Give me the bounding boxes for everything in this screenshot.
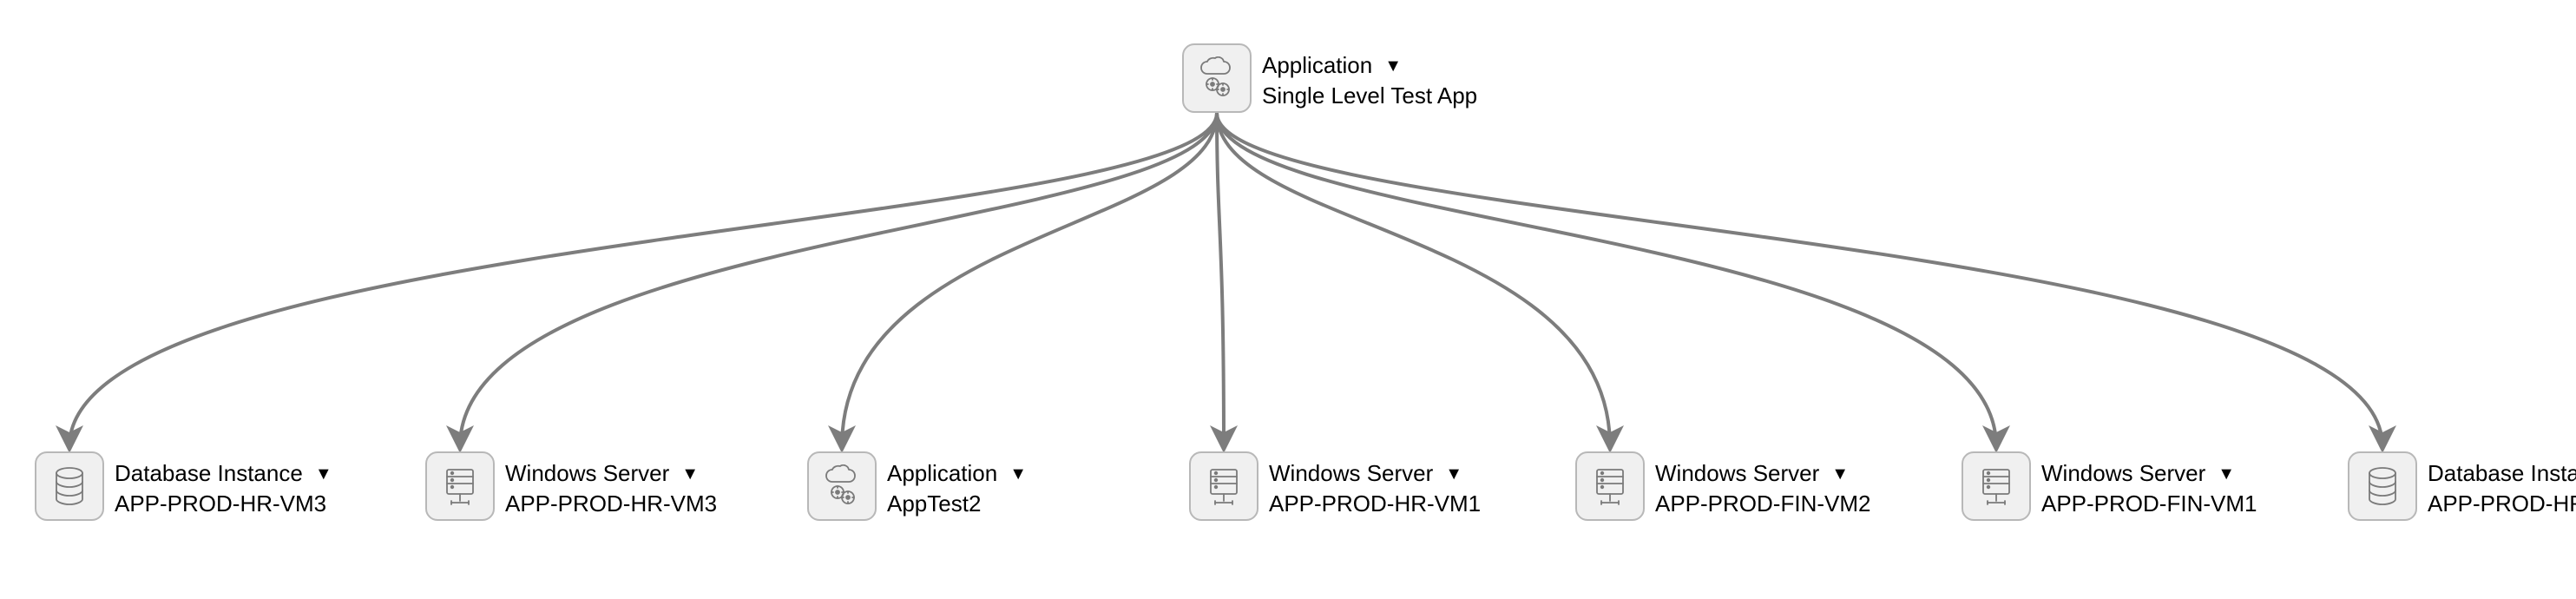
node-type-label: Application [1262, 52, 1372, 79]
dropdown-icon[interactable]: ▼ [1384, 57, 1402, 75]
node-name-label: APP-PROD-HR-VM1 [1269, 490, 1481, 517]
dropdown-icon[interactable]: ▼ [1445, 465, 1462, 483]
edge [1217, 113, 1610, 446]
dropdown-icon[interactable]: ▼ [1831, 465, 1849, 483]
root-labels: Application ▼ Single Level Test App [1262, 43, 1477, 109]
node-name-label: APP-PROD-FIN-VM2 [1655, 490, 1870, 517]
child-labels: Database Instance ▼ APP-PROD-HR-VM3 [115, 451, 332, 517]
node-name-label: APP-PROD-HR-VM1 [2428, 490, 2576, 517]
child-node[interactable]: Application ▼ AppTest2 [807, 451, 1027, 521]
node-type-label: Windows Server [1655, 460, 1819, 487]
node-type-label: Database Instance [2428, 460, 2576, 487]
child-node[interactable]: Windows Server ▼ APP-PROD-HR-VM1 [1189, 451, 1481, 521]
child-node[interactable]: Database Instance ▼ APP-PROD-HR-VM3 [35, 451, 332, 521]
edge [1217, 113, 1996, 446]
child-node[interactable]: Database Instance ▼ APP-PROD-HR-VM1 [2348, 451, 2576, 521]
node-type-label: Application [887, 460, 997, 487]
node-type-label: Windows Server [2041, 460, 2205, 487]
child-node[interactable]: Windows Server ▼ APP-PROD-HR-VM3 [425, 451, 717, 521]
dropdown-icon[interactable]: ▼ [315, 465, 332, 483]
application-icon [807, 451, 877, 521]
server-icon [1189, 451, 1258, 521]
edge [842, 113, 1217, 446]
child-labels: Windows Server ▼ APP-PROD-FIN-VM1 [2041, 451, 2257, 517]
child-labels: Application ▼ AppTest2 [887, 451, 1027, 517]
database-icon [35, 451, 104, 521]
node-name-label: APP-PROD-FIN-VM1 [2041, 490, 2257, 517]
child-node[interactable]: Windows Server ▼ APP-PROD-FIN-VM1 [1962, 451, 2257, 521]
child-labels: Windows Server ▼ APP-PROD-HR-VM1 [1269, 451, 1481, 517]
server-icon [425, 451, 495, 521]
node-name-label: Single Level Test App [1262, 82, 1477, 109]
node-name-label: AppTest2 [887, 490, 1027, 517]
child-labels: Database Instance ▼ APP-PROD-HR-VM1 [2428, 451, 2576, 517]
edge [460, 113, 1217, 446]
edge [69, 113, 1217, 446]
application-icon [1182, 43, 1252, 113]
node-type-label: Database Instance [115, 460, 303, 487]
database-icon [2348, 451, 2417, 521]
child-labels: Windows Server ▼ APP-PROD-FIN-VM2 [1655, 451, 1870, 517]
root-node[interactable]: Application ▼ Single Level Test App [1182, 43, 1477, 113]
node-type-label: Windows Server [1269, 460, 1433, 487]
node-name-label: APP-PROD-HR-VM3 [115, 490, 332, 517]
edge [1217, 113, 2382, 446]
node-name-label: APP-PROD-HR-VM3 [505, 490, 717, 517]
child-node[interactable]: Windows Server ▼ APP-PROD-FIN-VM2 [1575, 451, 1870, 521]
server-icon [1962, 451, 2031, 521]
dropdown-icon[interactable]: ▼ [2218, 465, 2235, 483]
child-labels: Windows Server ▼ APP-PROD-HR-VM3 [505, 451, 717, 517]
edge [1217, 113, 1224, 446]
node-type-label: Windows Server [505, 460, 669, 487]
server-icon [1575, 451, 1645, 521]
dropdown-icon[interactable]: ▼ [681, 465, 699, 483]
dropdown-icon[interactable]: ▼ [1009, 465, 1027, 483]
